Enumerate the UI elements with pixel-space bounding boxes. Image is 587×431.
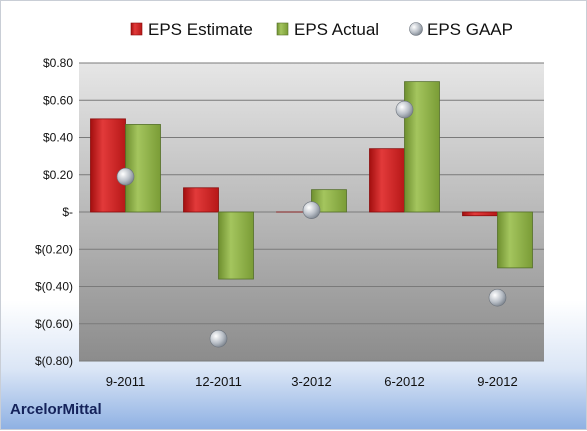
x-tick-label: 9-2012 (477, 374, 517, 389)
x-tick-label: 3-2012 (291, 374, 331, 389)
y-tick-label: $(0.20) (35, 242, 73, 256)
legend-swatch (410, 23, 423, 36)
y-tick-label: $0.40 (43, 131, 73, 145)
point-eps-gaap (210, 330, 227, 347)
bar-eps-estimate (184, 188, 219, 212)
legend-label: EPS Estimate (148, 20, 253, 39)
x-tick-label: 6-2012 (384, 374, 424, 389)
y-tick-label: $- (62, 205, 73, 219)
legend-label: EPS GAAP (427, 20, 513, 39)
point-eps-gaap (117, 168, 134, 185)
bar-eps-actual (405, 82, 440, 212)
bar-eps-actual (498, 212, 533, 268)
y-tick-label: $(0.60) (35, 317, 73, 331)
bar-eps-estimate (463, 212, 498, 216)
legend-swatch (277, 23, 288, 35)
y-tick-label: $(0.40) (35, 280, 73, 294)
y-tick-label: $0.80 (43, 56, 73, 70)
company-name: ArcelorMittal (10, 401, 102, 418)
y-tick-label: $0.20 (43, 168, 73, 182)
point-eps-gaap (303, 202, 320, 219)
y-tick-label: $(0.80) (35, 354, 73, 368)
x-tick-label: 9-2011 (106, 374, 146, 389)
point-eps-gaap (396, 101, 413, 118)
bar-eps-estimate (370, 149, 405, 212)
legend-label: EPS Actual (294, 20, 379, 39)
bar-eps-estimate (91, 119, 126, 212)
point-eps-gaap (489, 289, 506, 306)
legend: EPS Estimate EPS Actual EPS GAAP (131, 20, 513, 39)
x-tick-label: 12-2011 (195, 374, 242, 389)
bar-eps-actual (219, 212, 254, 279)
bar-eps-actual (126, 124, 161, 212)
y-tick-label: $0.60 (43, 93, 73, 107)
legend-swatch (131, 23, 142, 35)
